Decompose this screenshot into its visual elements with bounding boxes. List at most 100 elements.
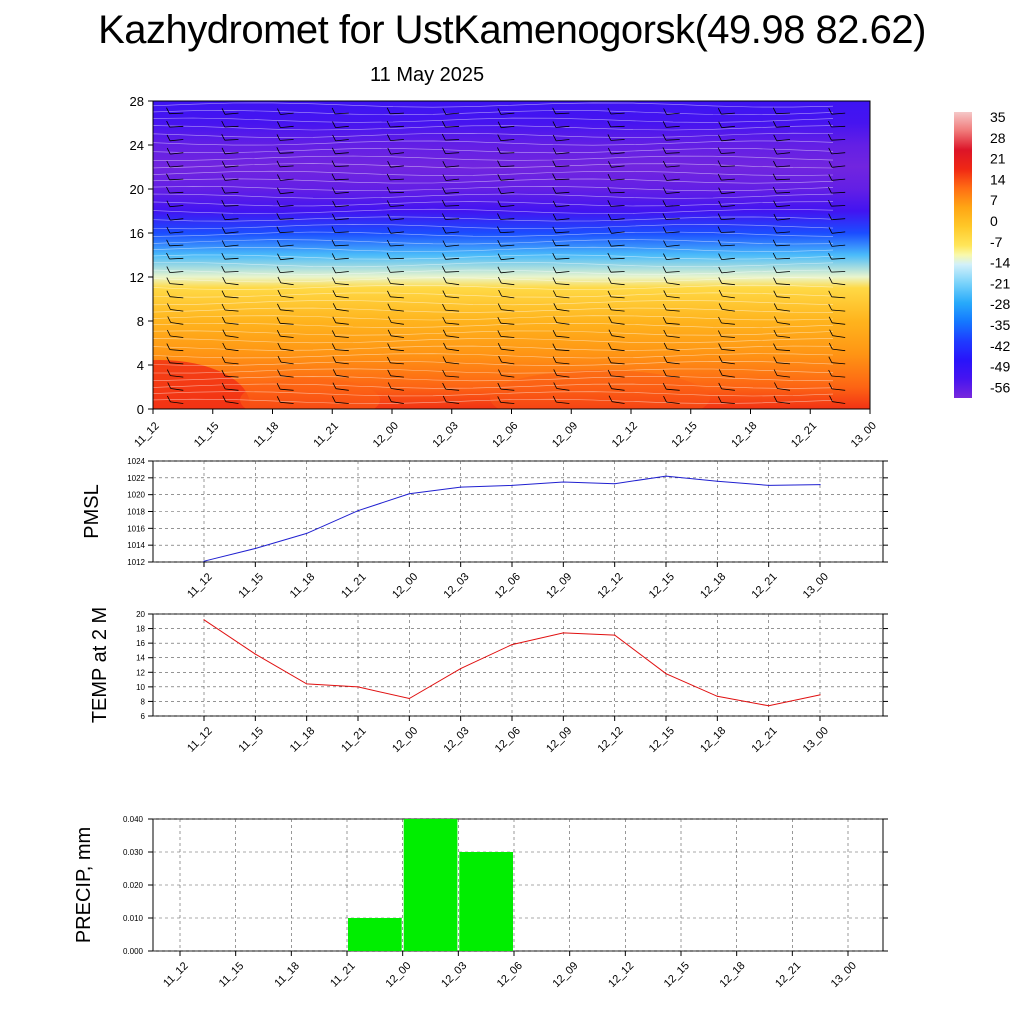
x-tick-label: 11_21 <box>339 725 369 755</box>
x-tick-label: 12_18 <box>698 571 728 601</box>
colorbar-label: -49 <box>990 359 1010 375</box>
x-tick-label: 12_03 <box>441 725 471 755</box>
y-tick-label: 16 <box>130 226 144 241</box>
chart-title: Kazhydromet for UstKamenogorsk(49.98 82.… <box>98 8 926 52</box>
y-tick-label: 1024 <box>127 457 145 466</box>
data-point <box>768 705 770 707</box>
data-point <box>716 695 718 697</box>
x-tick-label: 12_21 <box>789 420 819 450</box>
x-tick-label: 11_21 <box>339 571 369 601</box>
x-tick-label: 12_15 <box>647 571 677 601</box>
x-tick-label: 12_06 <box>493 571 523 601</box>
y-tick-label: 8 <box>141 697 146 706</box>
x-tick-label: 12_06 <box>490 420 520 450</box>
data-point <box>306 683 308 685</box>
y-tick-label: 0.030 <box>123 848 144 857</box>
x-tick-label: 12_00 <box>371 420 401 450</box>
y-tick-label: 16 <box>136 639 145 648</box>
y-tick-label: 12 <box>136 668 145 677</box>
data-point <box>768 484 770 486</box>
precip-panel: 0.000 0.010 0.020 0.030 0.040 11_12 11_15 11_18… <box>73 815 888 990</box>
colorbar-label: 14 <box>990 171 1006 187</box>
x-tick-label: 13_00 <box>801 725 831 755</box>
x-tick-label: 12_03 <box>441 571 471 601</box>
colorbar-label: 7 <box>990 192 998 208</box>
data-point <box>357 686 359 688</box>
colorbar-label: 35 <box>990 109 1006 125</box>
y-axis-label: PMSL <box>81 484 103 538</box>
data-point <box>254 547 256 550</box>
x-tick-label: 11_12 <box>185 725 215 755</box>
data-point <box>203 619 205 621</box>
x-tick-label: 12_12 <box>606 960 636 990</box>
x-tick-label: 11_18 <box>288 571 318 601</box>
x-tick-label: 11_15 <box>217 960 247 990</box>
data-point <box>562 481 564 483</box>
x-tick-label: 12_00 <box>383 960 413 990</box>
y-tick-label: 10 <box>136 683 145 692</box>
y-tick-label: 12 <box>130 270 144 285</box>
colorbar-label: -14 <box>990 255 1010 271</box>
data-point <box>511 484 513 486</box>
y-tick-label: 0.040 <box>123 815 144 824</box>
wind-barbs <box>166 107 846 404</box>
y-tick-label: 1014 <box>127 541 145 550</box>
x-tick-label: 12_03 <box>439 960 469 990</box>
colorbar-label: -56 <box>990 379 1010 395</box>
data-point <box>614 634 616 636</box>
colorbar-label: -42 <box>990 338 1010 354</box>
x-tick-label: 12_18 <box>729 420 759 450</box>
x-tick-label: 11_18 <box>288 725 318 755</box>
x-tick-label: 11_12 <box>185 571 215 601</box>
colorbar-label: -7 <box>990 234 1003 250</box>
y-tick-label: 6 <box>141 712 146 721</box>
x-tick-label: 12_21 <box>749 725 779 755</box>
x-tick-label: 12_12 <box>610 420 640 450</box>
y-axis-label: PRECIP, mm <box>73 827 95 943</box>
x-tick-label: 13_00 <box>849 420 879 450</box>
x-tick-label: 12_06 <box>495 960 525 990</box>
x-tick-label: 12_12 <box>595 571 625 601</box>
x-tick-label: 12_15 <box>670 420 700 450</box>
x-tick-label: 11_21 <box>328 960 358 990</box>
colorbar-label: -35 <box>990 317 1010 333</box>
x-tick-label: 12_06 <box>493 725 523 755</box>
precip-bar <box>403 819 458 951</box>
colorbar: 35 28 21 14 7 0 -7 -14 -21 -28 -35 -42 -49 -56 <box>954 109 1010 398</box>
x-tick-label: 11_15 <box>192 420 222 450</box>
y-tick-label: 1012 <box>127 558 145 567</box>
x-tick-label: 12_15 <box>662 960 692 990</box>
x-tick-label: 11_12 <box>161 960 191 990</box>
x-tick-label: 12_09 <box>550 420 580 450</box>
x-tick-label: 12_00 <box>390 725 420 755</box>
y-tick-label: 1018 <box>127 508 145 517</box>
data-point <box>819 484 821 486</box>
x-tick-label: 11_15 <box>236 725 266 755</box>
line-panel: 6 8 10 12 14 16 18 20 11_12 11_15 11_18 11_21 12_00 1… <box>89 607 888 755</box>
y-tick-label: 1022 <box>127 474 145 483</box>
colorbar-label: -28 <box>990 296 1010 312</box>
x-tick-label: 12_09 <box>544 571 574 601</box>
colorbar-label: -21 <box>990 275 1010 291</box>
x-tick-label: 12_12 <box>595 725 625 755</box>
y-tick-label: 28 <box>130 94 144 109</box>
data-point <box>562 632 564 634</box>
x-tick-label: 11_15 <box>236 571 266 601</box>
y-tick-label: 18 <box>136 625 145 634</box>
colorbar-label: 21 <box>990 151 1006 167</box>
x-tick-label: 11_21 <box>311 420 341 450</box>
chart-subtitle: 11 May 2025 <box>370 64 485 86</box>
data-point <box>408 697 410 700</box>
x-tick-label: 11_18 <box>252 420 282 450</box>
line-panel: 1012 1014 1016 1018 1020 1022 1024 11_12 11_15 11… <box>81 457 888 601</box>
data-point <box>614 483 616 485</box>
y-tick-label: 20 <box>136 610 145 619</box>
y-tick-label: 0.000 <box>123 947 144 956</box>
x-tick-label: 12_21 <box>773 960 803 990</box>
y-tick-label: 20 <box>130 182 144 197</box>
x-tick-label: 12_18 <box>717 960 747 990</box>
precip-bar <box>459 852 513 951</box>
x-tick-label: 12_15 <box>647 725 677 755</box>
plot-frame <box>152 613 884 717</box>
